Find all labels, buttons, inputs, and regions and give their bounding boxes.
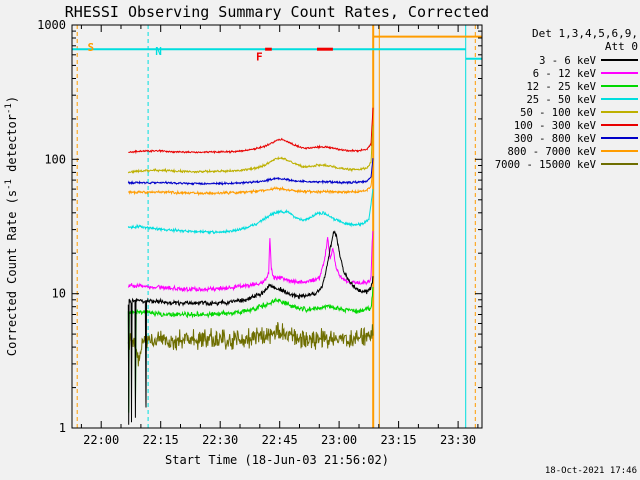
legend-label: 12 - 25 keV: [526, 81, 596, 93]
legend-label: 25 - 50 keV: [526, 94, 596, 106]
series-line: [128, 107, 374, 155]
x-tick-label: 23:30: [440, 433, 476, 447]
series-line: [127, 158, 374, 186]
x-tick-label: 23:15: [381, 433, 417, 447]
series-line: [127, 287, 374, 413]
y-tick-label: 10: [52, 287, 66, 301]
y-tick-label: 1000: [37, 18, 66, 32]
x-tick-label: 23:00: [321, 433, 357, 447]
series-line: [127, 124, 374, 174]
series-line: [127, 189, 374, 235]
x-axis-label: Start Time (18-Jun-03 21:56:02): [165, 453, 389, 467]
flag-text: N: [155, 45, 162, 58]
chart-title: RHESSI Observing Summary Count Rates, Co…: [65, 3, 489, 21]
creation-timestamp: 18-Oct-2021 17:46: [545, 466, 637, 476]
x-tick-label: 22:30: [202, 433, 238, 447]
x-tick-label: 22:00: [83, 433, 119, 447]
flag-text: S: [88, 41, 95, 54]
y-tick-label: 1: [59, 421, 66, 435]
legend-attenuator: Att 0: [605, 40, 638, 53]
flag-text: F: [256, 50, 263, 63]
series-line: [127, 231, 374, 293]
series-line: [127, 230, 374, 425]
legend-label: 6 - 12 keV: [533, 68, 597, 80]
legend-detectors: Det 1,3,4,5,6,9,: [532, 27, 638, 40]
y-axis-label: Corrected Count Rate (s-1 detector-1): [4, 96, 19, 356]
x-tick-label: 22:15: [143, 433, 179, 447]
y-tick-label: 100: [44, 152, 66, 166]
legend-label: 300 - 800 keV: [514, 133, 597, 145]
data-series-layer: [127, 107, 374, 425]
legend-label: 50 - 100 keV: [520, 107, 597, 119]
legend-label: 7000 - 15000 keV: [495, 159, 597, 171]
series-line: [127, 164, 374, 197]
x-tick-label: 22:45: [262, 433, 298, 447]
series-line: [127, 321, 374, 367]
plot-border: [71, 24, 483, 429]
legend-label: 100 - 300 keV: [514, 120, 597, 132]
legend-label: 3 - 6 keV: [539, 55, 597, 67]
axes-layer: 22:00 22:15 22:30 22:45 23:00 23:15 23:30 1 10 10…: [37, 18, 482, 447]
legend-label: 800 - 7000 keV: [507, 146, 596, 158]
